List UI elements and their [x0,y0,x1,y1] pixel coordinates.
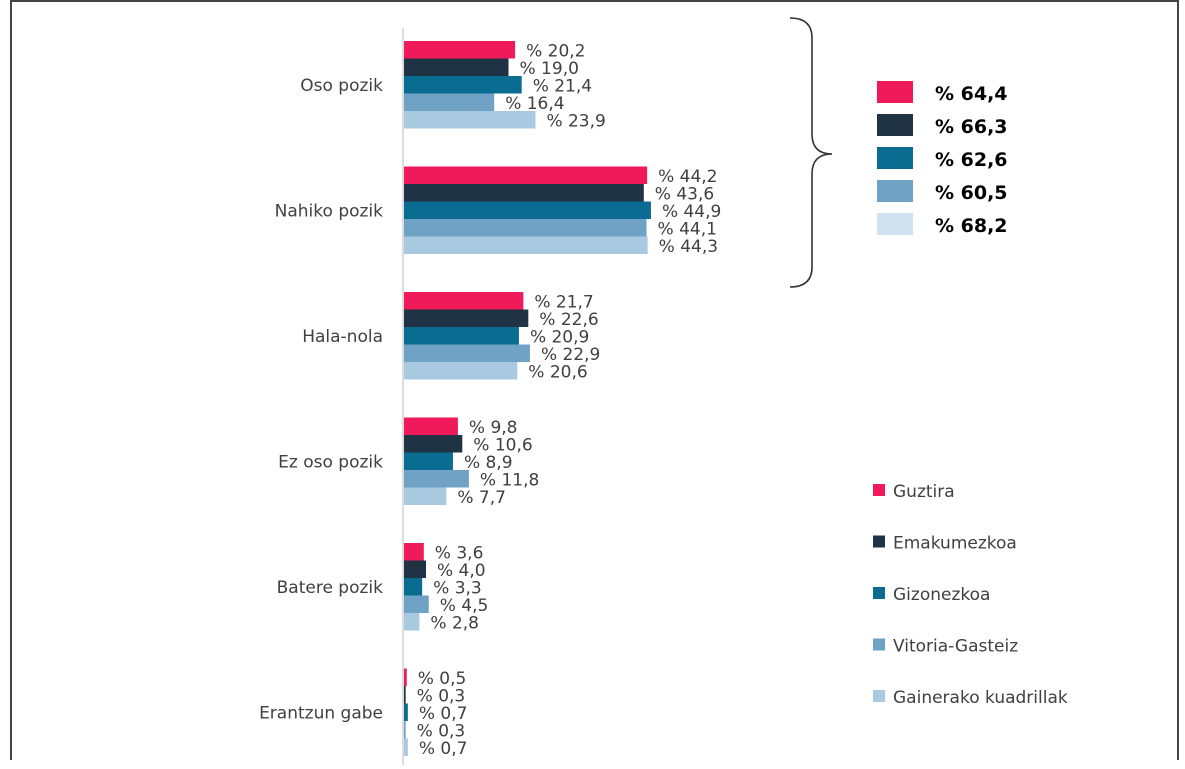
chart-border [10,0,1179,760]
